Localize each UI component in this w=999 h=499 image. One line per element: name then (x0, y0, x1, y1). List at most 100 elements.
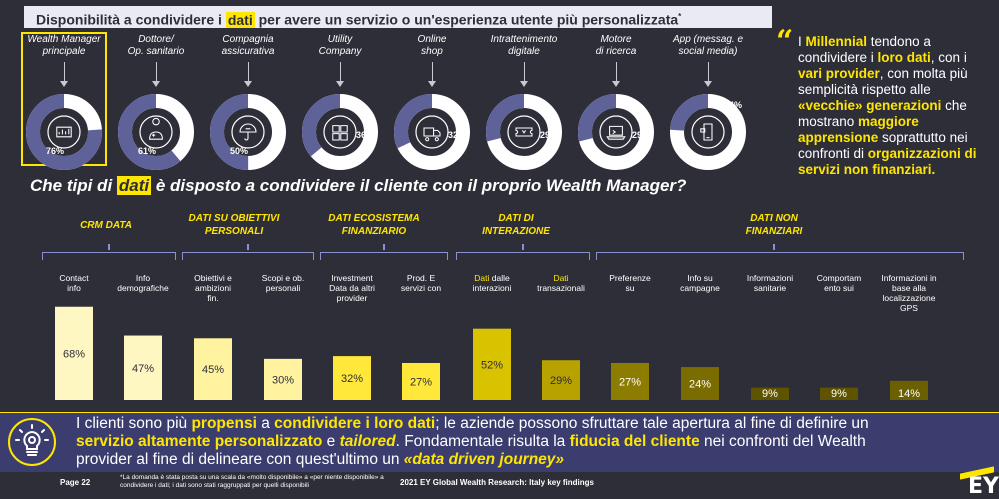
bar-value-label: 24% (689, 379, 711, 391)
donut-8: App (messag. e social media) 24% (662, 34, 754, 170)
donut-chart (394, 94, 470, 170)
donut-label: Online shop (417, 34, 447, 57)
donut-percentage: 76% (46, 146, 65, 156)
donut-5: Online shop 32% (386, 34, 478, 170)
bar-7 (473, 328, 511, 400)
banner-line-2: servizio altamente personalizzato e tail… (76, 433, 866, 450)
donut-percentage: 50% (230, 146, 249, 156)
donut-7: Motore di ricerca 29% (570, 34, 662, 170)
donut-arc (578, 94, 654, 170)
top-title: Disponibilità a condividere i dati per a… (24, 6, 772, 28)
bracket-interazione (456, 252, 590, 260)
bracket-non-finanziari (596, 252, 964, 260)
section-title-text-end: è disposto a condividere il cliente con … (151, 176, 687, 195)
donut-4: Utility Company 36% (294, 34, 386, 170)
bracket-crm (42, 252, 176, 260)
donut-6: Intrattenimento digitale 29% (478, 34, 570, 170)
donut-percentage: 36% (356, 130, 375, 140)
donut-inner-ring (231, 115, 265, 149)
top-title-highlight: dati (225, 11, 255, 28)
donut-inner-ring (507, 115, 541, 149)
donut-label: Motore di ricerca (595, 34, 637, 57)
ticket-icon (515, 127, 533, 137)
top-title-text: Disponibilità a condividere i (36, 11, 226, 28)
bar-3 (194, 338, 232, 400)
chart-board-icon (56, 126, 72, 138)
bar-category-label: Contact info (59, 273, 89, 293)
bar-value-label: 29% (550, 375, 572, 387)
bar-category-label: Preferenze su (609, 273, 651, 293)
phone-icon (700, 123, 713, 141)
donut-inner-ring (599, 115, 633, 149)
bar-11 (751, 387, 789, 400)
bar-5 (333, 356, 371, 400)
arrow-down-icon (611, 62, 620, 87)
bar-value-label: 14% (898, 388, 920, 400)
bar-category-label: Dati transazionali (537, 273, 585, 293)
bar-value-label: 27% (410, 376, 432, 388)
donut-1: Wealth Manager principale 76% (18, 34, 110, 170)
donut-chart (26, 94, 102, 170)
arrow-down-icon (519, 62, 528, 87)
category-obiettivi-personali: DATI SU OBIETTIVI PERSONALI (188, 213, 280, 237)
umbrella-icon (239, 123, 257, 141)
arrow-down-icon (703, 62, 712, 87)
bar-value-label: 27% (619, 376, 641, 388)
banner-line-1: I clienti sono più propensi a condivider… (76, 415, 869, 432)
page-number: Page 22 (60, 478, 91, 487)
category-interazione: DATI DI INTERAZIONE (482, 213, 550, 237)
arrow-down-icon (59, 62, 68, 87)
bar-value-label: 47% (132, 363, 154, 375)
donut-chart (210, 94, 286, 170)
top-title-footnote-mark: * (678, 12, 682, 21)
bracket-tick-interazione (522, 244, 524, 250)
donut-arc (670, 94, 746, 170)
bar-2 (124, 335, 162, 400)
donut-percentage: 61% (138, 146, 157, 156)
utilities-icon (332, 125, 348, 141)
section-title-highlight: dati (116, 176, 152, 195)
bar-category-label: Obiettivi e ambizioni fin. (194, 273, 232, 303)
quote-mark-icon: “ (776, 24, 794, 59)
donut-chart (302, 94, 378, 170)
arrow-down-icon (243, 62, 252, 87)
bar-value-label: 68% (63, 348, 85, 360)
section-title: Che tipi di dati è disposto a condivider… (30, 176, 686, 196)
bar-category-label: Info demografiche (117, 273, 169, 293)
quote-text: I Millennial tendono a condividere i lor… (798, 34, 977, 177)
bar-12 (820, 387, 858, 400)
arrow-down-icon (335, 62, 344, 87)
donut-chart (670, 94, 746, 170)
donut-inner-ring (415, 115, 449, 149)
bar-value-label: 30% (272, 374, 294, 386)
donut-2: Dottore/Op. sanitario 61% (110, 34, 202, 170)
donut-chart (486, 94, 562, 170)
bracket-tick-obiettivi (247, 244, 249, 250)
donut-arc (302, 94, 378, 170)
bar-category-label: Informazioni sanitarie (746, 273, 794, 293)
bar-category-label: Scopi e ob. personali (261, 273, 305, 293)
bar-1 (55, 306, 93, 400)
donut-arc (210, 94, 286, 170)
doctor-icon (149, 117, 163, 140)
donut-label: Utility Company (318, 34, 362, 57)
bar-category-label: Comportam ento sui (816, 273, 862, 293)
donut-label: Wealth Manager principale (27, 34, 101, 57)
ey-logo: EY (968, 474, 999, 499)
donut-label: Dottore/Op. sanitario (127, 34, 185, 57)
bar-10 (681, 367, 719, 400)
bar-value-label: 52% (481, 359, 503, 371)
donut-inner-ring (139, 115, 173, 149)
donut-percentage: 29% (632, 130, 651, 140)
bar-category-label: Info su campagne (680, 273, 720, 293)
bar-value-label: 9% (762, 388, 778, 400)
bar-value-label: 32% (341, 373, 363, 385)
donut-label: App (messag. e social media) (672, 34, 744, 57)
donut-percentage: 32% (448, 130, 467, 140)
donut-inner-ring (691, 115, 725, 149)
footnote: *La domanda è stata posta su una scala d… (120, 474, 384, 489)
donut-chart (118, 94, 194, 170)
truck-icon (423, 127, 441, 142)
top-title-text-end: per avere un servizio o un'esperienza ut… (254, 11, 679, 28)
